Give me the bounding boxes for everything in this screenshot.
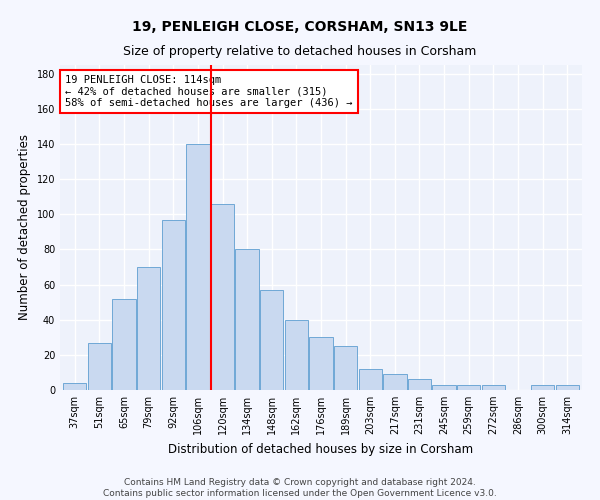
Bar: [433, 384, 456, 390]
Text: 19 PENLEIGH CLOSE: 114sqm
← 42% of detached houses are smaller (315)
58% of semi: 19 PENLEIGH CLOSE: 114sqm ← 42% of detac…: [65, 74, 353, 108]
Bar: [161, 220, 185, 390]
Bar: [482, 384, 505, 390]
Text: Contains HM Land Registry data © Crown copyright and database right 2024.
Contai: Contains HM Land Registry data © Crown c…: [103, 478, 497, 498]
Bar: [334, 346, 358, 390]
Bar: [531, 384, 554, 390]
Bar: [408, 380, 431, 390]
Bar: [359, 369, 382, 390]
Bar: [284, 320, 308, 390]
Bar: [383, 374, 407, 390]
Bar: [310, 338, 332, 390]
Y-axis label: Number of detached properties: Number of detached properties: [18, 134, 31, 320]
Bar: [457, 384, 481, 390]
Bar: [211, 204, 234, 390]
Text: 19, PENLEIGH CLOSE, CORSHAM, SN13 9LE: 19, PENLEIGH CLOSE, CORSHAM, SN13 9LE: [133, 20, 467, 34]
Bar: [186, 144, 209, 390]
Bar: [63, 383, 86, 390]
Bar: [556, 384, 579, 390]
Bar: [260, 290, 283, 390]
Text: Size of property relative to detached houses in Corsham: Size of property relative to detached ho…: [124, 45, 476, 58]
X-axis label: Distribution of detached houses by size in Corsham: Distribution of detached houses by size …: [169, 442, 473, 456]
Bar: [112, 298, 136, 390]
Bar: [235, 250, 259, 390]
Bar: [88, 342, 111, 390]
Bar: [137, 267, 160, 390]
